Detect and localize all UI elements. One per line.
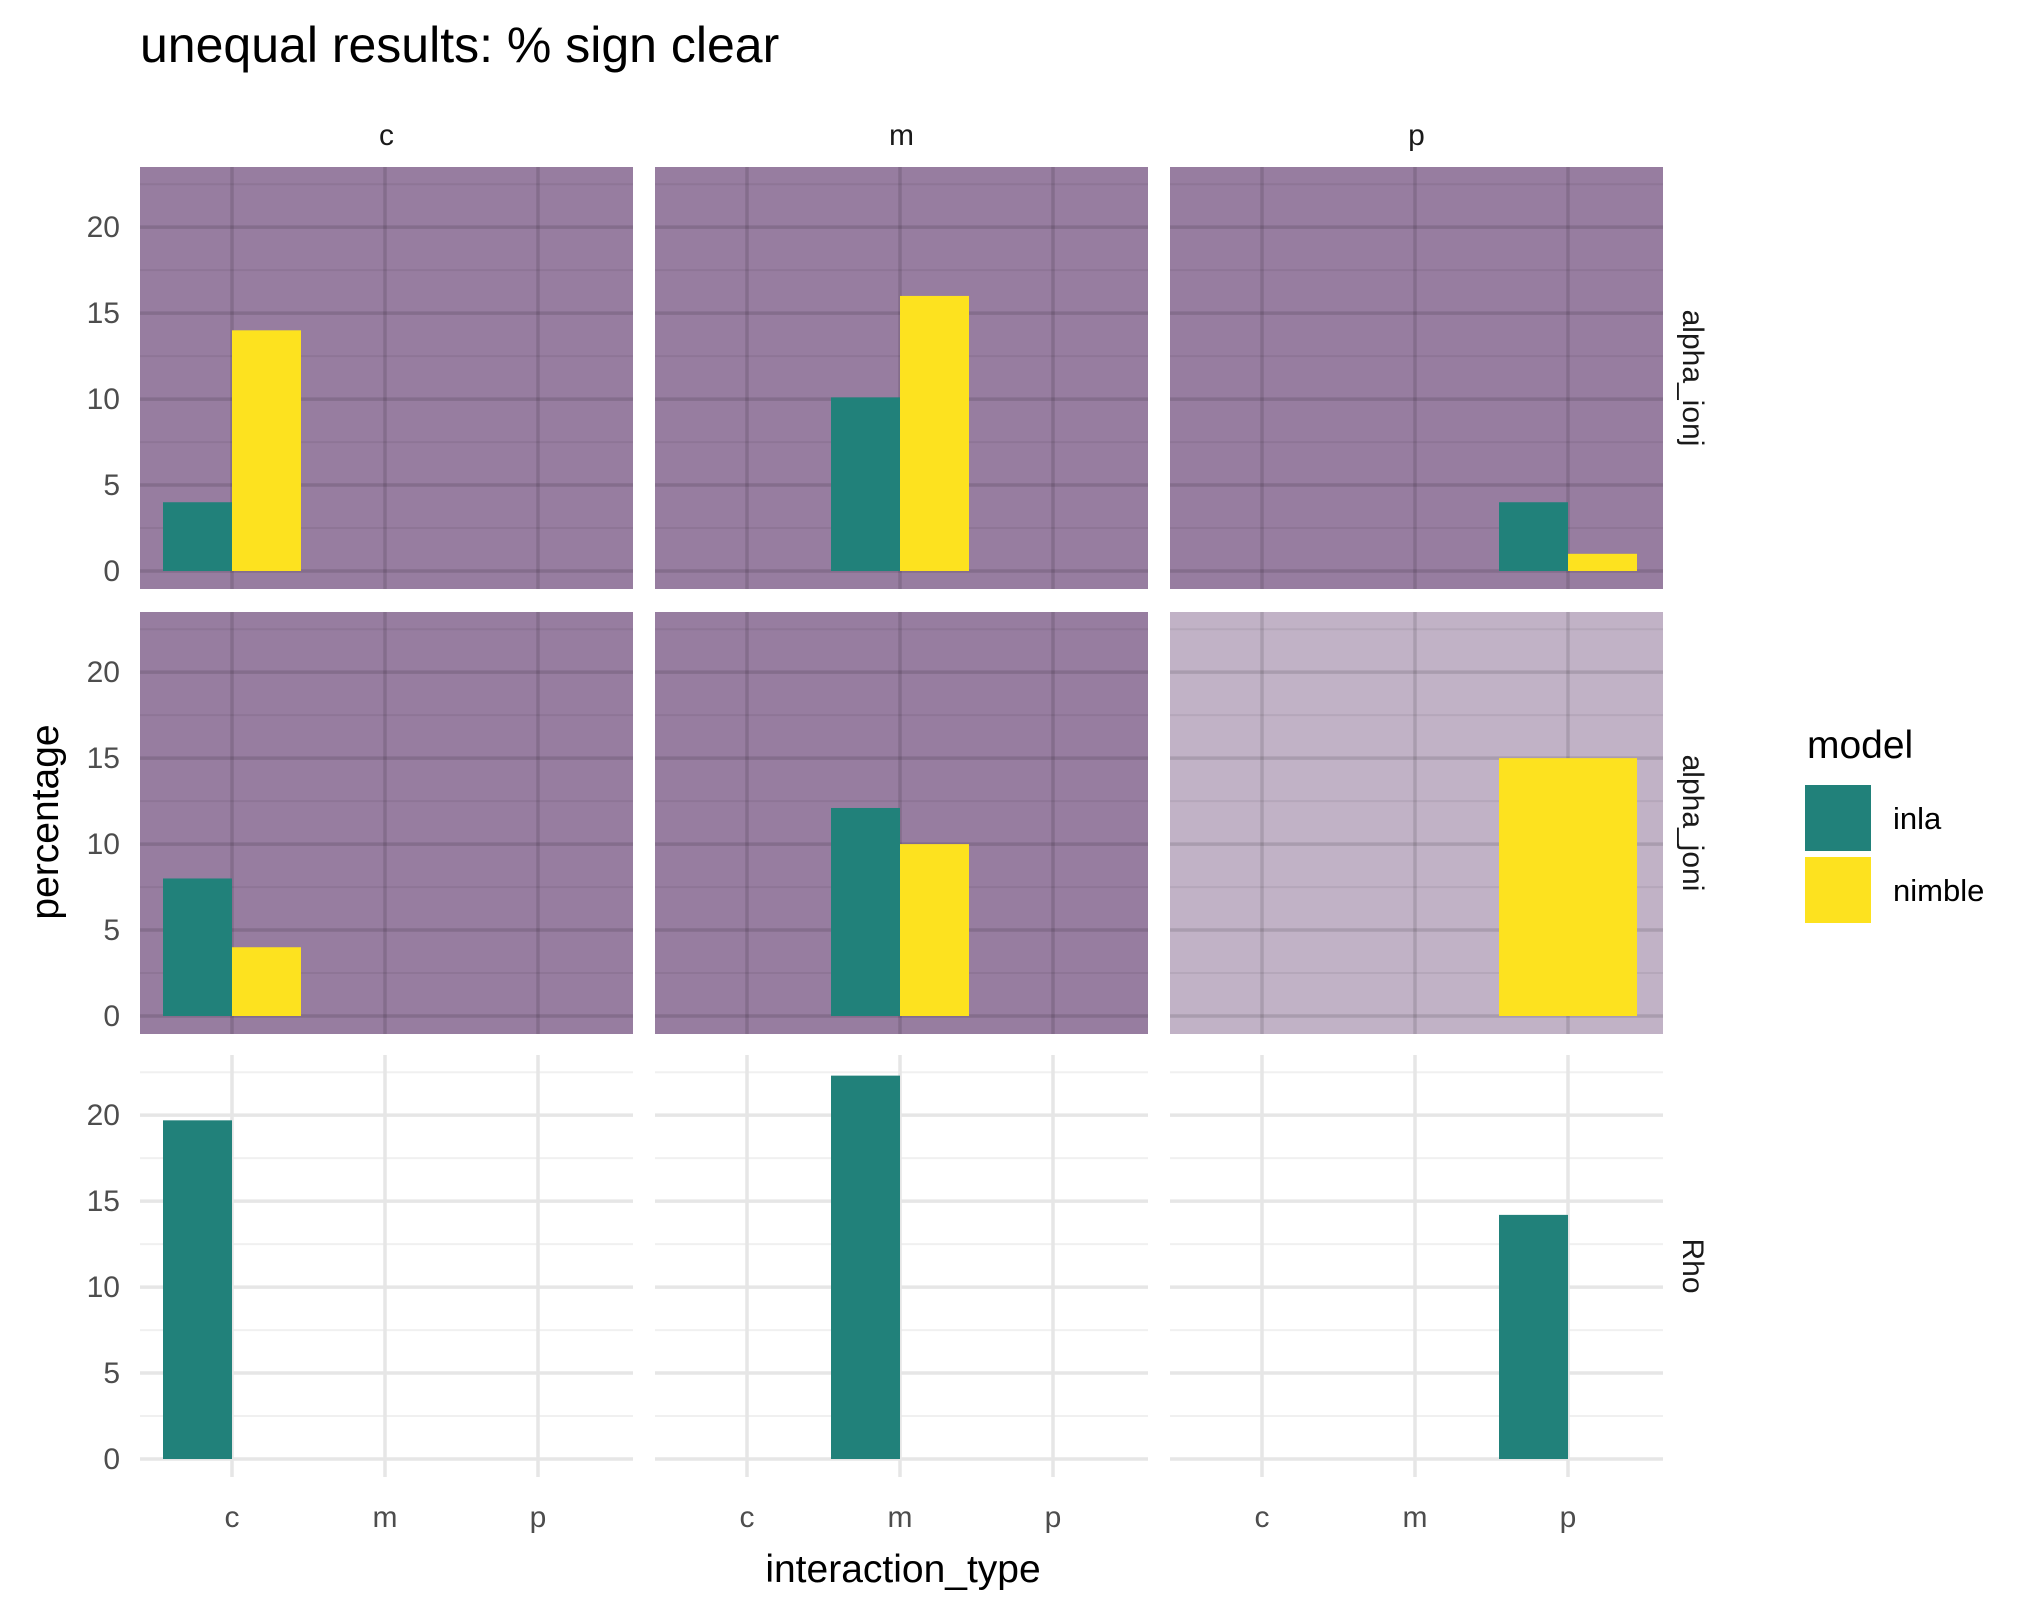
y-tick-label: 5 [103,1357,120,1390]
legend-label-nimble: nimble [1893,873,1984,908]
panel-background [1170,167,1663,589]
x-tick-label: p [530,1501,547,1534]
strip-col-c: c [379,119,394,152]
y-tick-label: 5 [103,914,120,947]
panel-Rho-p [1170,1055,1663,1477]
y-tick-label: 15 [87,1185,120,1218]
bar-inla-c [163,502,232,571]
legend-entries: inla nimble [1805,785,1984,923]
x-tick-label: m [888,1501,913,1534]
strip-col-m: m [889,119,914,152]
panel-Rho-m [655,1055,1148,1477]
panel-alpha_joni-m [655,612,1148,1034]
bar-nimble-p [1499,758,1637,1016]
x-tick-label: m [373,1501,398,1534]
bar-nimble-c [232,330,301,571]
x-tick-label: c [225,1501,240,1534]
y-tick-label: 0 [103,555,120,588]
x-tick-label: m [1403,1501,1428,1534]
y-tick-label: 20 [87,1099,120,1132]
bar-inla-p [1499,502,1568,571]
x-axis-title: interaction_type [765,1548,1040,1591]
facet-strips: c m p alpha_ionj alpha_joni Rho [379,119,1709,1294]
legend-title: model [1807,724,1913,767]
panel-alpha_joni-c [140,612,633,1034]
legend: model inla nimble [1805,724,1984,923]
y-tick-label: 15 [87,297,120,330]
chart-title: unequal results: % sign clear [140,17,779,73]
strip-row-Rho: Rho [1676,1238,1709,1293]
bar-nimble-c [232,947,301,1016]
y-tick-label: 10 [87,1271,120,1304]
x-tick-label: p [1045,1501,1062,1534]
panel-alpha_ionj-c [140,167,633,589]
bar-nimble-m [900,295,969,571]
bar-inla-c [163,878,232,1016]
y-axis-title: percentage [24,724,67,919]
panels-layer [140,167,1663,1477]
bar-inla-m [831,1075,900,1459]
panel-alpha_ionj-p [1170,167,1663,589]
panel-alpha_ionj-m [655,167,1148,589]
y-tick-label: 5 [103,469,120,502]
bar-inla-c [163,1120,232,1459]
x-tick-label: c [740,1501,755,1534]
x-tick-label: p [1560,1501,1577,1534]
y-tick-label: 10 [87,828,120,861]
y-tick-label: 15 [87,742,120,775]
bar-inla-m [831,807,900,1016]
bar-inla-m [831,397,900,571]
x-tick-label: c [1255,1501,1270,1534]
bar-nimble-p [1568,553,1637,571]
strip-row-alpha_joni: alpha_joni [1676,755,1709,892]
y-tick-label: 0 [103,1443,120,1476]
legend-key-inla [1805,785,1871,851]
axis-ticks: 0 5 10 15 20 0 5 10 15 20 0 5 10 15 20 c m p c m p c m p [87,211,1577,1534]
strip-col-p: p [1408,119,1425,152]
panel-alpha_joni-p [1170,612,1663,1034]
y-tick-label: 10 [87,383,120,416]
strip-row-alpha_ionj: alpha_ionj [1676,310,1709,447]
y-tick-label: 20 [87,211,120,244]
bar-nimble-m [900,844,969,1016]
y-tick-label: 0 [103,1000,120,1033]
legend-key-nimble [1805,857,1871,923]
y-tick-label: 20 [87,656,120,689]
legend-label-inla: inla [1893,801,1942,836]
bar-inla-p [1499,1214,1568,1459]
panel-Rho-c [140,1055,633,1477]
